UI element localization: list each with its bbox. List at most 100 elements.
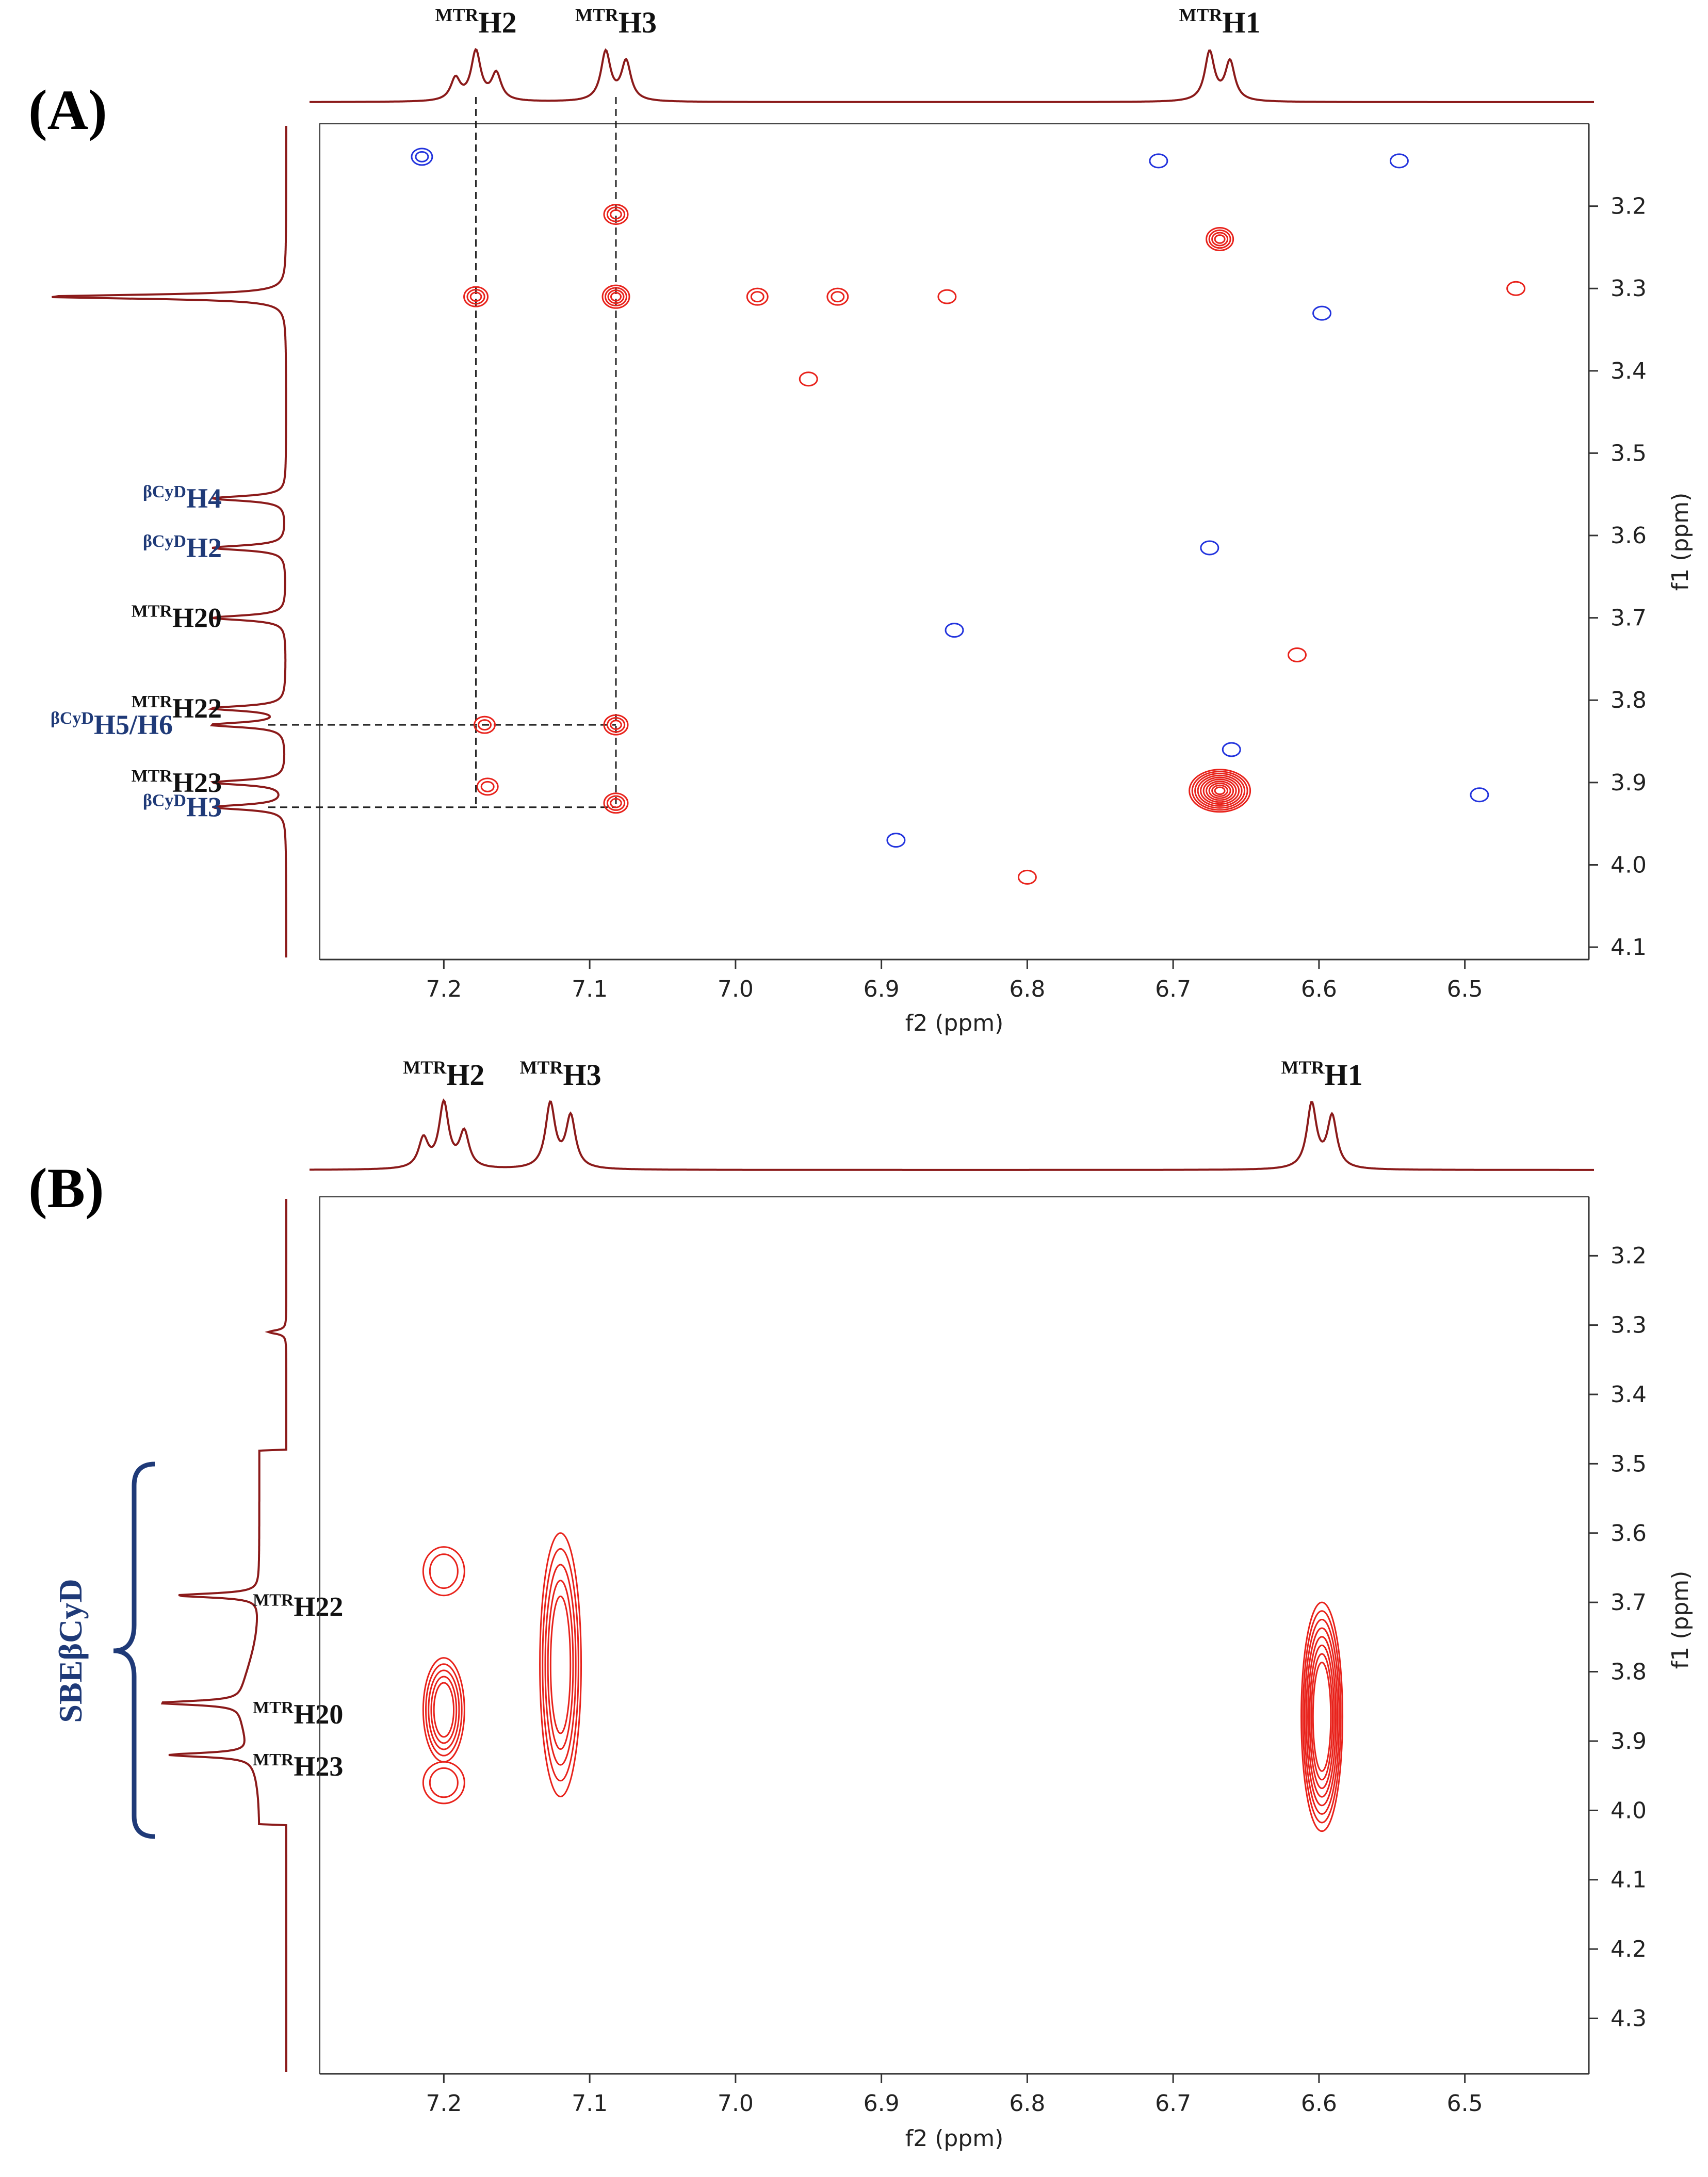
cross-peak [1287,647,1307,662]
contour-ring [1211,232,1229,247]
f1-peak-label: MTRH23 [132,767,222,798]
x-ticks-b: 7.2 7.1 7.0 6.9 6.8 6.7 6.6 6.5 [426,2074,1483,2117]
y-tick-label: 3.7 [1611,1589,1647,1616]
y-tick-label: 3.2 [1611,193,1647,220]
y-tick-label: 3.5 [1611,1451,1647,1477]
x-tick-label: 7.2 [426,976,462,1002]
y-tick-label: 3.8 [1611,687,1647,713]
f2-peak-label: MTRH3 [519,1057,601,1092]
f1-peak-label: βCyDH2 [143,532,222,563]
y-tick-label: 3.8 [1611,1659,1647,1685]
f2-peak-label: MTRH1 [1179,5,1261,39]
contour-ring [1312,1662,1332,1772]
contour-ring [831,291,845,303]
contour-ring [429,1553,459,1589]
x-tick-label: 6.9 [864,2090,900,2117]
cross-peak [1389,153,1409,169]
plot-frame-a [319,123,1589,960]
f1-peak-label: MTRH23 [253,1750,343,1782]
contour-ring [425,1663,463,1757]
contour-ring [469,291,482,302]
contour-ring [1017,869,1037,885]
panel-b: (B) MTRH2 MTRH3 MTRH1 MTRH22 MTRH20 MTRH23 S… [28,1057,1694,2152]
cross-peak [1149,153,1168,169]
y-tick-label: 3.6 [1611,523,1647,549]
x-tick-label: 7.0 [718,2090,754,2117]
cross-peak [1206,226,1234,251]
top-1d-spectrum-a [310,47,1594,103]
f2-peak-label: MTRH3 [575,5,657,39]
f1-peak-label: MTRH20 [253,1698,343,1730]
contour-ring [610,720,622,730]
y-tick-label: 4.2 [1611,1936,1647,1962]
contour-ring [542,1548,579,1782]
contour-ring [1208,782,1231,799]
cross-peak [603,792,629,814]
f1-peak-label: MTRH22 [132,692,222,724]
cross-peak [539,1532,582,1797]
panel-label-a: (A) [28,78,107,141]
y-tick-label: 3.7 [1611,605,1647,631]
contour-ring [411,148,433,166]
cross-peak [1017,869,1037,885]
contour-ring [603,792,629,814]
x-tick-label: 7.1 [572,2090,608,2117]
x-tick-label: 7.0 [718,976,754,1002]
cross-peak [1312,305,1332,321]
contour-ring [428,1669,460,1750]
contour-ring [1211,784,1229,797]
contour-ring [610,798,622,808]
contour-ring [1302,1610,1342,1824]
x-tick-label: 7.1 [572,976,608,1002]
contour-ring [1206,226,1234,251]
y-tick-label: 4.0 [1611,852,1647,878]
f2-peak-labels-b: MTRH2 MTRH3 MTRH1 [403,1057,1362,1092]
cross-peak [1506,281,1526,296]
cross-peaks-b [422,1532,1344,1832]
y-tick-label: 4.0 [1611,1797,1647,1824]
f1-peak-label: βCyDH5/H6 [51,709,173,740]
y-tick-label: 3.5 [1611,440,1647,466]
contour-ring [945,623,964,638]
top-spectrum-trace [310,47,1594,103]
y-axis-label-b: f1 (ppm) [1667,1571,1694,1669]
y-tick-label: 4.1 [1611,1867,1647,1893]
x-ticks-a: 7.2 7.1 7.0 6.9 6.8 6.7 6.6 6.5 [426,960,1483,1002]
contour-ring [1506,281,1526,296]
top-1d-spectrum-b [310,1098,1594,1171]
contour-ring [1287,647,1307,662]
plot-frame-b [319,1196,1589,2074]
y-tick-label: 3.4 [1611,1382,1647,1408]
contour-ring [607,289,625,304]
panel-a: (A) MTRH2 MTRH3 MTRH1 βCyDH4 βCyDH2 MTRH20 MT… [28,5,1694,1036]
y-tick-label: 3.6 [1611,1520,1647,1547]
cross-peak [422,1546,465,1597]
cross-peak [603,204,629,225]
panel-label-b: (B) [28,1157,104,1220]
cross-peak [945,623,964,638]
left-spectrum-trace [52,126,287,957]
y-tick-label: 3.9 [1611,770,1647,796]
cross-peak [601,284,630,309]
contour-ring [1470,787,1489,803]
y-tick-label: 3.3 [1611,1312,1647,1339]
f1-peak-label: MTRH22 [253,1591,343,1622]
contour-ring [476,777,499,796]
contour-ring [1202,778,1237,803]
cross-peak [474,716,496,734]
cross-peak [799,371,818,387]
cross-peak [1200,540,1219,556]
y-tick-label: 3.9 [1611,1728,1647,1754]
sbe-bracket [113,1461,155,1839]
contour-ring [466,289,485,305]
contour-ring [544,1564,577,1766]
f2-peak-label: MTRH2 [435,5,516,39]
f1-peak-label: MTRH20 [132,602,222,633]
cross-peak [1222,742,1241,757]
contour-ring [606,717,626,733]
x-axis-label-a: f2 (ppm) [905,1010,1004,1036]
contour-ring [1305,1627,1339,1807]
contour-ring [422,1546,465,1597]
